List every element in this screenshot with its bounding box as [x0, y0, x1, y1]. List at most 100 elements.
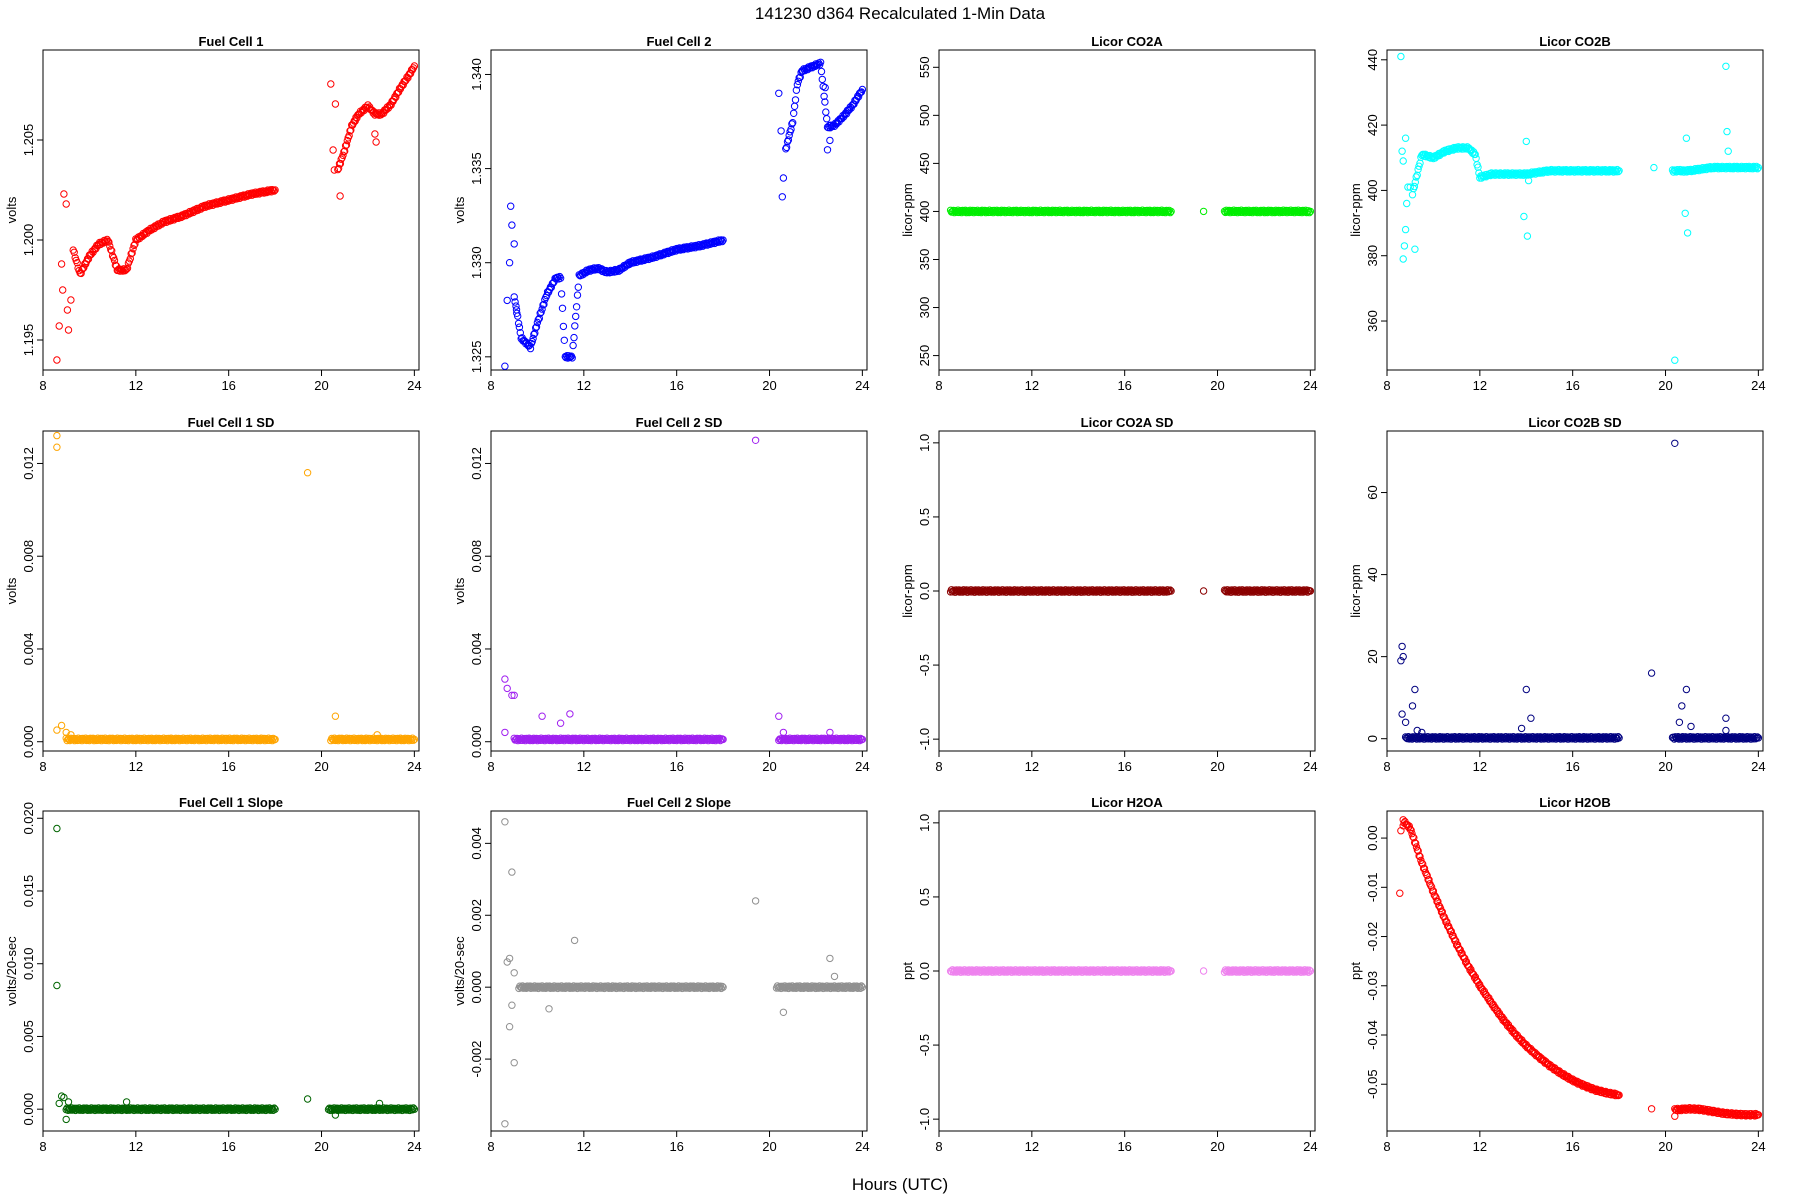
data-point: [181, 1106, 189, 1114]
data-point: [1123, 206, 1132, 215]
data-point: [268, 186, 276, 194]
data-point: [1428, 733, 1437, 741]
data-point: [1222, 206, 1231, 215]
data-point: [1045, 208, 1053, 217]
panel-9: Fuel Cell 2 Slope volts/20-sec 8 12 16 20 24 -0…: [452, 795, 870, 1154]
data-point: [1671, 356, 1679, 364]
y-tick-label: 1.335: [469, 152, 484, 185]
plot-frame: [1386, 49, 1764, 371]
data-point: [1542, 734, 1550, 743]
data-point: [1003, 586, 1011, 594]
y-axis-label: volts/20-sec: [452, 936, 467, 1006]
data-point: [1035, 966, 1044, 974]
data-point: [234, 736, 242, 745]
data-point: [1614, 733, 1622, 741]
data-point: [1724, 735, 1733, 743]
panel-5: Fuel Cell 2 SD volts 8 12 16 20 24 0.000 0.004 0.…: [452, 415, 870, 774]
data-point: [971, 586, 980, 594]
data-point: [999, 588, 1008, 596]
data-point: [1413, 726, 1421, 735]
data-point: [503, 684, 511, 693]
data-point: [1610, 166, 1619, 174]
data-point: [265, 736, 274, 744]
data-point: [666, 734, 674, 743]
data-point: [1166, 208, 1174, 217]
data-point: [57, 260, 66, 268]
x-tick-label: 20: [1210, 378, 1224, 393]
data-point: [1012, 968, 1021, 976]
panel-grid: Fuel Cell 1 volts 8 12 16 20 24 1.195 1.200 1.205…: [4, 34, 1766, 1154]
data-point: [1124, 586, 1133, 594]
data-point: [826, 136, 834, 145]
data-point: [582, 982, 590, 990]
panel-2: Licor CO2A licor-ppm 8 12 16 20 24 250 300 350 400…: [900, 34, 1318, 393]
data-point: [1556, 168, 1564, 176]
data-point: [514, 319, 523, 328]
x-tick-label: 16: [1565, 1139, 1579, 1154]
data-point: [1399, 652, 1407, 661]
data-point: [1143, 206, 1151, 215]
data-point: [1560, 733, 1569, 741]
data-point: [775, 736, 783, 745]
data-point: [719, 735, 727, 744]
data-point: [639, 255, 647, 263]
data-point: [330, 166, 338, 174]
data-point: [329, 146, 337, 154]
data-point: [373, 731, 381, 739]
data-point: [137, 734, 146, 743]
plot-frame: [42, 49, 420, 371]
data-point: [1144, 586, 1152, 594]
data-point: [569, 734, 577, 742]
data-point: [1096, 208, 1104, 217]
data-point: [347, 734, 355, 743]
data-point: [1229, 966, 1237, 974]
data-point: [816, 984, 825, 992]
x-tick-label: 8: [1383, 378, 1390, 393]
data-point: [350, 1104, 358, 1112]
data-point: [542, 734, 550, 743]
x-tick-label: 24: [407, 759, 421, 774]
data-point: [154, 1106, 162, 1114]
panel-4: Fuel Cell 1 SD volts 8 12 16 20 24 0.000 0.004 0.…: [4, 415, 422, 774]
data-point: [187, 736, 196, 745]
data-point: [1248, 966, 1257, 974]
data-point: [1302, 208, 1311, 217]
data-point: [367, 734, 375, 743]
y-tick-label: 0.008: [469, 540, 484, 573]
data-point: [1256, 966, 1264, 974]
data-point: [804, 984, 812, 992]
data-point: [372, 138, 380, 146]
data-point: [1270, 586, 1278, 594]
data-point: [104, 237, 112, 245]
data-point: [63, 306, 72, 314]
data-point: [78, 266, 86, 274]
data-point: [1161, 966, 1170, 974]
data-point: [1029, 206, 1037, 215]
data-point: [823, 115, 831, 123]
data-point: [1675, 735, 1683, 743]
data-point: [1306, 207, 1315, 216]
data-point: [1671, 1105, 1679, 1113]
y-tick-label: 0.004: [469, 633, 484, 666]
data-point: [510, 969, 518, 977]
data-point: [570, 333, 578, 342]
data-point: [1699, 165, 1708, 174]
data-point: [803, 64, 811, 73]
data-point: [666, 247, 674, 256]
plot-frame: [1386, 430, 1764, 752]
data-point: [1603, 735, 1611, 743]
data-point: [621, 982, 629, 990]
data-point: [529, 334, 537, 343]
data-point: [824, 984, 832, 992]
y-tick-label: 0.002: [469, 899, 484, 932]
data-point: [1397, 657, 1405, 665]
data-point: [368, 1106, 377, 1115]
data-point: [501, 362, 509, 370]
data-point: [1266, 588, 1274, 596]
data-point: [1517, 724, 1526, 733]
data-point: [596, 266, 605, 274]
data-point: [1673, 166, 1682, 174]
data-point: [1095, 968, 1103, 976]
y-axis-label: volts: [4, 196, 19, 223]
data-point: [331, 712, 340, 720]
